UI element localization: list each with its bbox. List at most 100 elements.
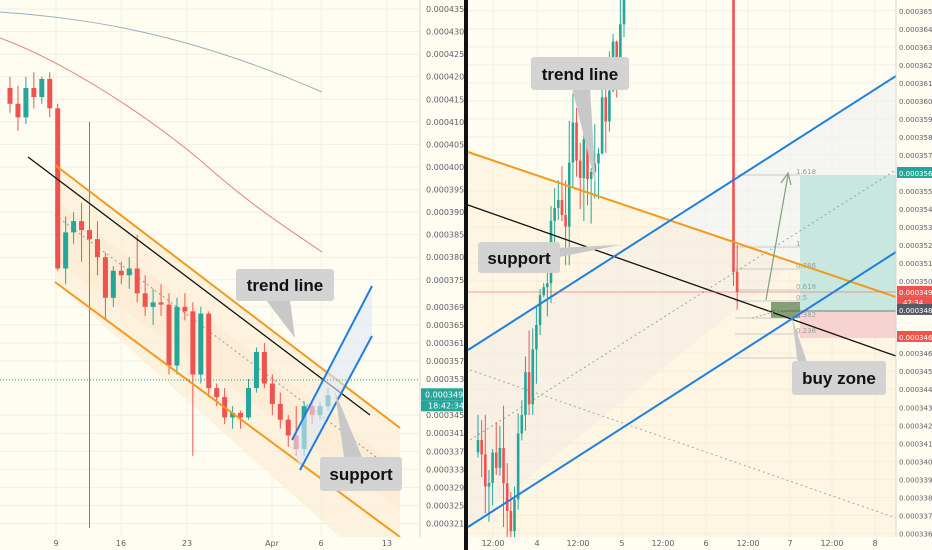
left-ma-fast-line <box>0 37 323 253</box>
right-candle-body <box>480 440 483 455</box>
left-trend-line-callout: trend line <box>236 269 334 338</box>
right-countdown-value: 42:34 <box>903 299 924 307</box>
left-candle-body <box>31 87 37 98</box>
right-price-badge <box>897 330 932 342</box>
right-x-tick-label: 12:00 <box>651 539 674 548</box>
left-y-tick-label: 0.0003210 <box>426 519 469 528</box>
svg-text:trend line: trend line <box>542 65 619 84</box>
left-y-tick-label: 0.0003800 <box>426 253 469 262</box>
fib-level-label: 0.382 <box>796 311 816 319</box>
left-time-axis[interactable]: 9 16 23 Apr 6 13 <box>0 537 420 550</box>
right-candle-body <box>619 24 622 74</box>
left-candle-body <box>238 412 244 418</box>
right-candle-body <box>735 272 739 292</box>
right-x-tick-label: 8 <box>872 539 877 548</box>
left-y-tick-label: 0.0004100 <box>426 118 469 127</box>
left-y-tick-label: 0.0004250 <box>426 50 469 59</box>
left-y-tick-label: 0.0004000 <box>426 163 469 172</box>
right-y-tick-label: 0.0003570 <box>899 152 932 160</box>
left-rising-channel-lower <box>299 335 373 471</box>
left-countdown-badge <box>421 400 463 412</box>
right-price-badge-value: 0.0003484 <box>899 307 932 315</box>
left-channel-lower-line <box>54 281 401 538</box>
left-candle-body <box>94 239 100 258</box>
right-candle-body <box>538 295 542 325</box>
left-price-badge-value: 0.0003494 <box>425 390 468 399</box>
fib-level-label: 0.236 <box>796 327 817 335</box>
left-y-tick-label: 0.0003410 <box>426 429 469 438</box>
right-y-tick-label: 0.0003650 <box>899 8 932 16</box>
right-x-tick-label: 12:00 <box>566 539 589 548</box>
left-candle-body <box>55 108 61 269</box>
right-target-zone <box>800 175 896 311</box>
right-candle-body <box>567 162 571 227</box>
left-y-tick-label: 0.0003610 <box>426 339 469 348</box>
left-y-tick-label: 0.0003690 <box>426 303 469 312</box>
left-y-tick-label: 0.0003650 <box>426 321 469 330</box>
right-orange-trend-line <box>467 151 897 298</box>
right-candle-body <box>578 160 582 179</box>
left-y-tick-label: 0.0003950 <box>426 186 469 195</box>
left-y-tick-label: 0.0003850 <box>426 231 469 240</box>
left-candle-body <box>246 388 251 418</box>
right-stop-zone <box>800 311 896 338</box>
right-candle-body <box>498 447 502 468</box>
left-candle-body <box>110 270 116 298</box>
left-x-tick-label: 9 <box>53 539 58 548</box>
left-candle-body <box>230 412 236 418</box>
right-candle-body <box>520 415 524 434</box>
left-y-tick-label: 0.0003330 <box>426 465 469 474</box>
right-y-tick-label: 0.0003410 <box>899 440 932 448</box>
left-price-axis[interactable]: 0.0004350 0.0004300 0.0004250 0.0004200 0.00… <box>419 0 469 537</box>
left-y-tick-label: 0.0003570 <box>426 357 469 366</box>
left-x-tick-label: 6 <box>318 539 323 548</box>
right-x-tick-label: 4 <box>534 539 539 548</box>
right-countdown-badge <box>897 296 932 307</box>
left-candle-body <box>39 78 45 98</box>
left-candle-body <box>150 302 156 307</box>
left-chart-panel[interactable]: trend line support <box>0 0 420 538</box>
right-time-axis[interactable]: 12:00 4 12:00 5 12:00 6 12:00 7 12:00 8 <box>468 537 896 550</box>
left-y-tick-label: 0.0003900 <box>426 208 469 217</box>
right-candle-body <box>608 90 611 122</box>
left-candle-body <box>102 257 108 298</box>
left-candle-body <box>261 351 267 384</box>
fib-level-label: 0.5 <box>796 294 807 302</box>
right-price-badge <box>897 303 932 315</box>
right-candle-body <box>487 482 491 487</box>
left-y-tick-label: 0.0004050 <box>426 140 469 149</box>
right-candle-body <box>575 122 578 161</box>
right-candle-body <box>531 349 535 405</box>
left-countdown-value: 18:42:34 <box>428 401 464 410</box>
right-fib-zone <box>470 78 896 525</box>
svg-text:support: support <box>487 249 551 268</box>
left-candle-body <box>269 383 275 404</box>
panel-divider[interactable] <box>464 0 468 550</box>
left-candle-body <box>79 221 85 231</box>
left-trend-line <box>27 156 371 416</box>
left-candle-body <box>214 388 220 398</box>
left-y-tick-label: 0.0003450 <box>426 411 469 420</box>
right-candle-body <box>476 440 480 453</box>
right-candle-body <box>527 372 531 405</box>
left-x-tick-label: 16 <box>116 539 126 548</box>
fib-level-label: 1 <box>796 240 800 248</box>
right-candle-body <box>557 199 560 208</box>
right-blue-channel-lower <box>467 251 897 528</box>
right-price-badge <box>897 166 932 178</box>
left-candle-body <box>190 311 196 375</box>
right-candle-body <box>560 199 564 216</box>
